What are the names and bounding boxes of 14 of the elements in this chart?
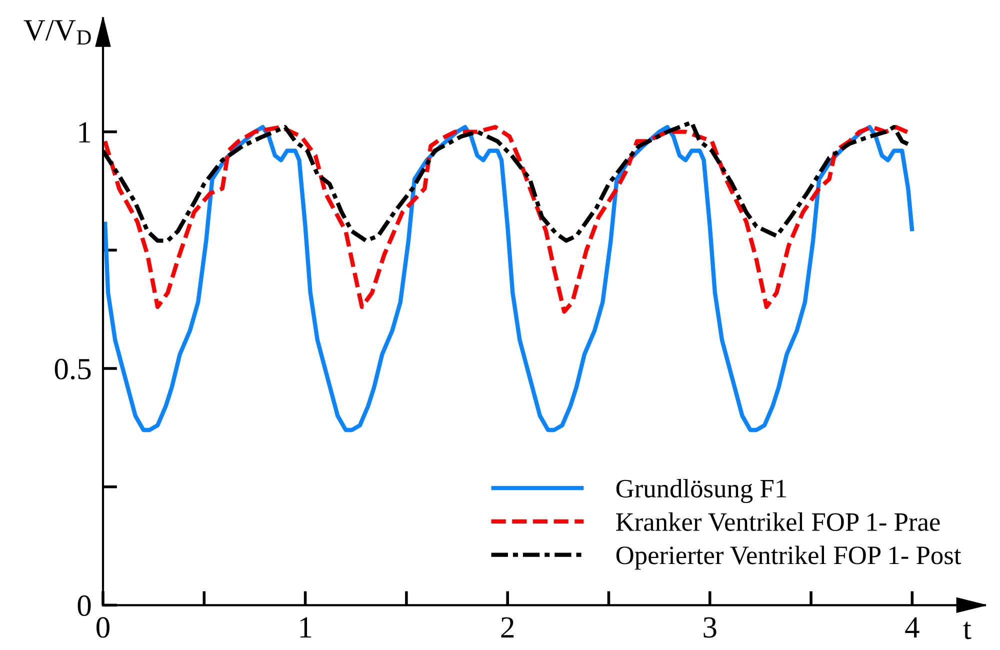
legend-label: Grundlösung F1 xyxy=(616,479,786,504)
y-axis-title: V/V$_{D}$ xyxy=(24,20,91,44)
y-tick-label: 1 xyxy=(79,122,90,142)
x-tick-label: 4 xyxy=(905,617,920,638)
y-tick-label: 0.5 xyxy=(54,358,91,380)
x-tick-label: 0 xyxy=(96,617,110,638)
x-tick-label: 1 xyxy=(300,617,312,638)
x-tick-label: 3 xyxy=(704,617,716,638)
legend-label: Operierter Ventrikel FOP 1- Post xyxy=(616,546,962,570)
x-axis-title: t xyxy=(963,622,972,640)
legend-label: Kranker Ventrikel FOP 1- Prae xyxy=(616,512,940,532)
y-tick-label: 0 xyxy=(78,595,91,616)
line-series xyxy=(103,124,914,432)
x-tick-label: 2 xyxy=(501,617,514,638)
